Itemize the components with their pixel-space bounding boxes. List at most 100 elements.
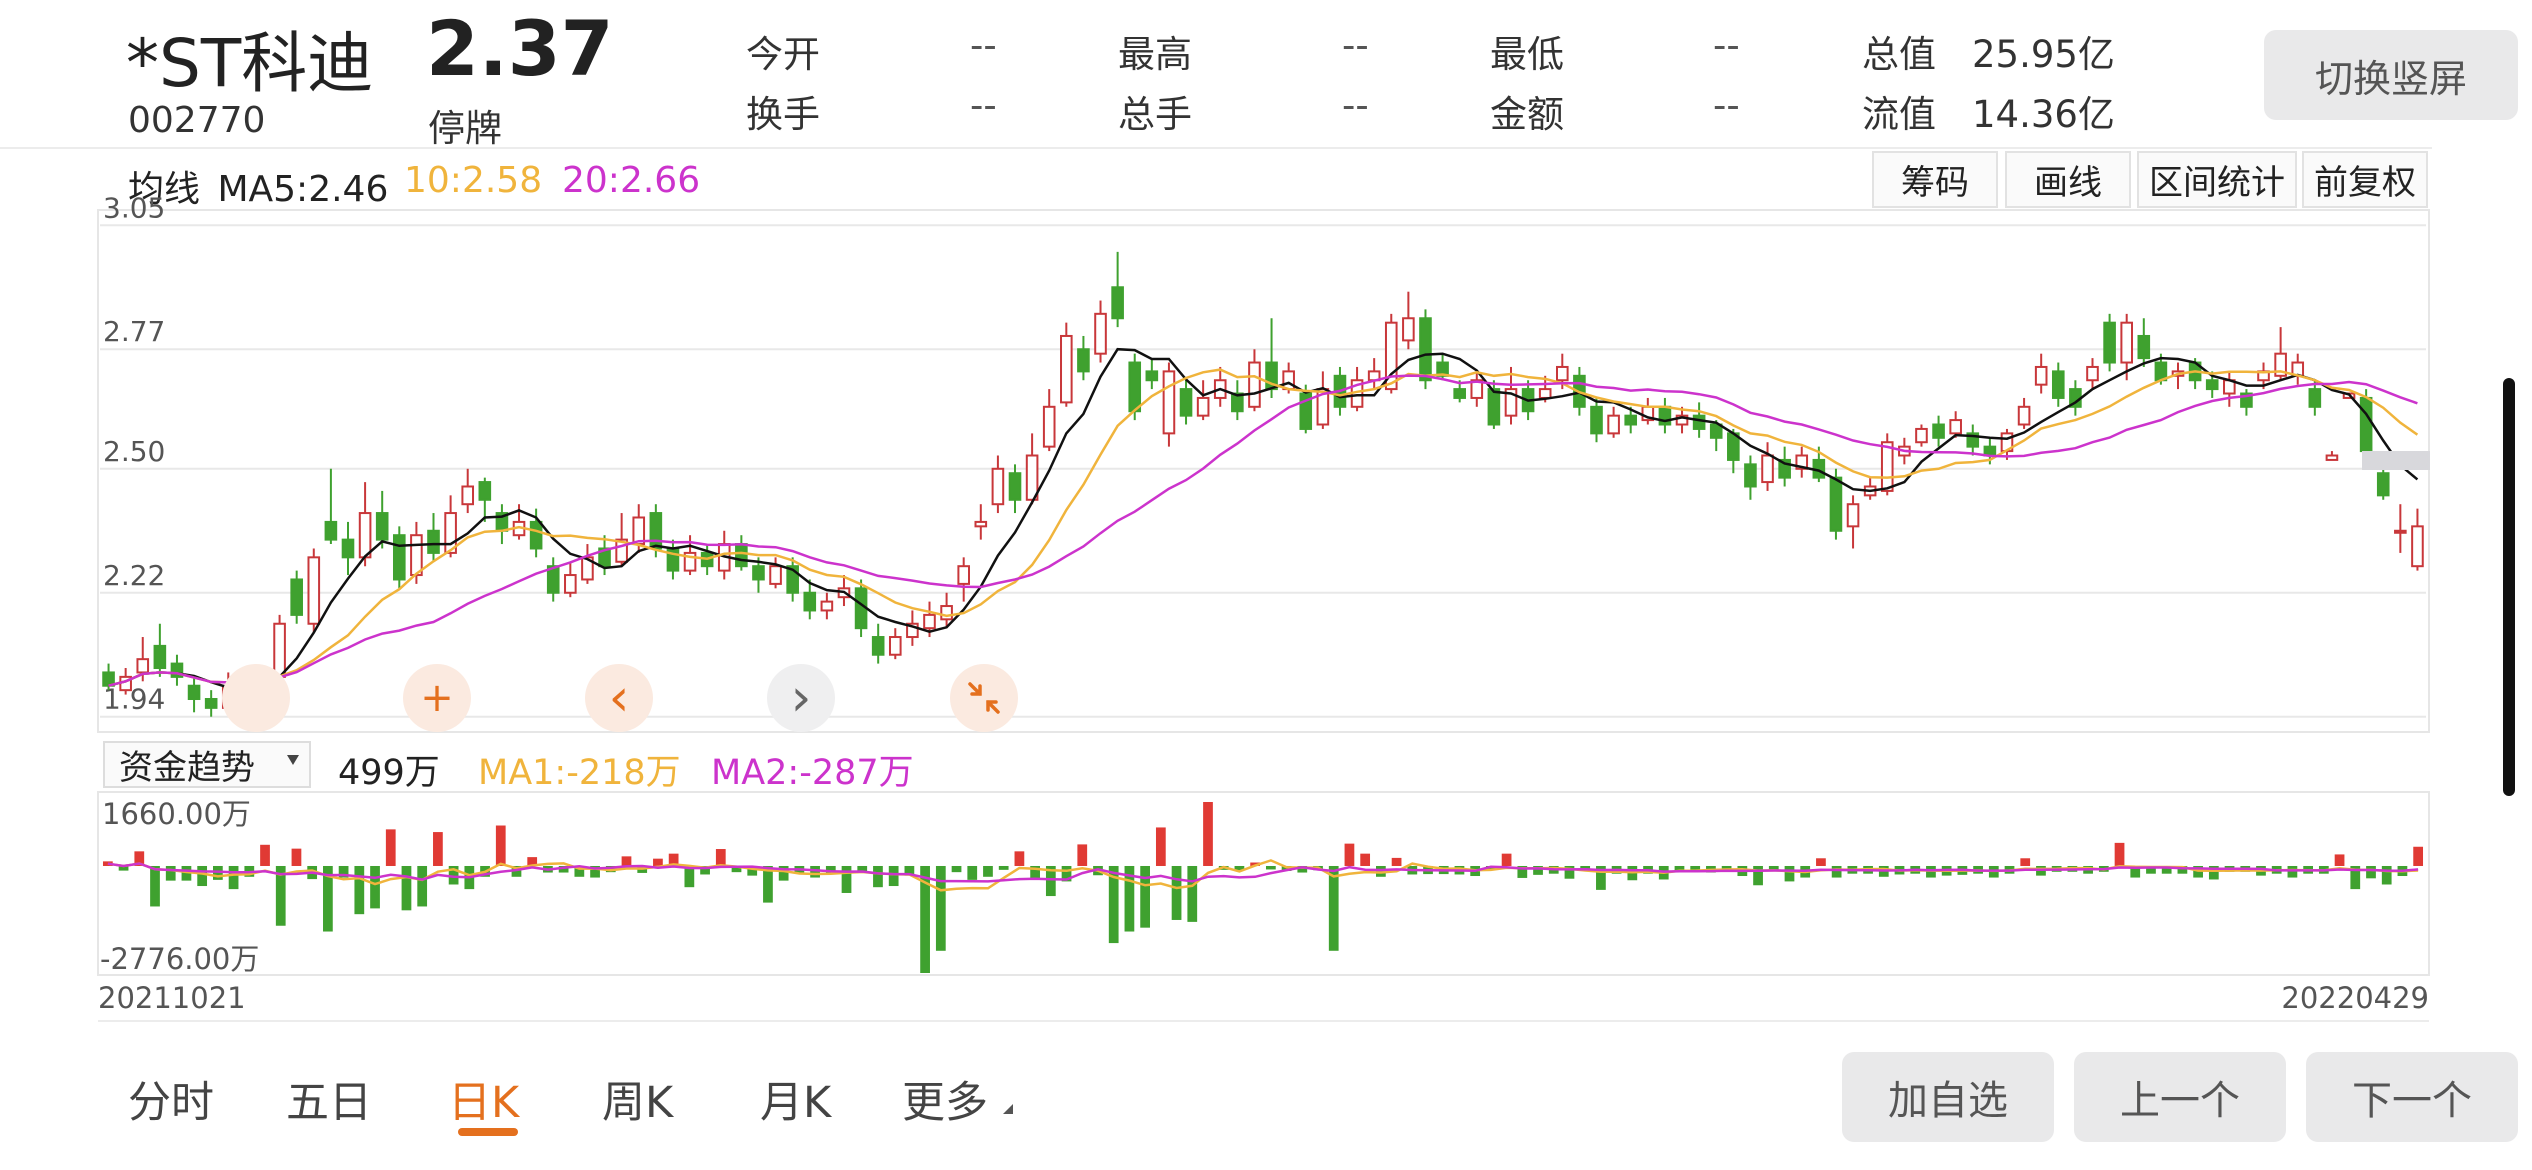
candle-body [871, 636, 885, 656]
stat-value: -- [1713, 84, 1740, 127]
switch-portrait-button[interactable]: 切换竖屏 [2264, 30, 2518, 120]
add-watchlist-button[interactable]: 加自选 [1842, 1052, 2054, 1142]
indicator-bar [888, 865, 899, 887]
ma10-value: 10:2.58 [404, 160, 543, 201]
scroll-left-button[interactable]: ‹ [585, 664, 653, 732]
indicator-bar [1831, 865, 1842, 878]
candle-body [752, 565, 765, 581]
candle-body [2274, 352, 2287, 377]
candle-body [392, 534, 406, 581]
indicator-bar [1768, 865, 1779, 870]
indicator-bar [448, 865, 459, 885]
candle-body [1436, 361, 1449, 377]
indicator-bar [1517, 865, 1528, 878]
indicator-bar [731, 865, 742, 873]
chips-button[interactable]: 筹码 [1872, 151, 1998, 208]
indicator-bar [1014, 851, 1025, 866]
candle-body [2240, 392, 2253, 408]
indicator-select[interactable]: 资金趋势 [103, 741, 311, 788]
tab-five-day[interactable]: 五日 [286, 1078, 372, 1128]
indicator-bar [1360, 853, 1371, 866]
candle-body [2120, 321, 2134, 364]
ma5-line [108, 347, 2419, 694]
candle-body [1966, 432, 1980, 448]
indicator-bar [1030, 865, 1040, 880]
ma20-line [108, 374, 2418, 687]
partial-circle-button[interactable] [222, 664, 290, 732]
next-stock-button[interactable]: 下一个 [2306, 1052, 2518, 1142]
indicator-bar [653, 858, 663, 866]
candle-body [888, 636, 902, 656]
previous-stock-button[interactable]: 上一个 [2074, 1052, 2286, 1142]
pre-adjust-button[interactable]: 前复权 [2302, 151, 2428, 208]
candle-body [546, 565, 560, 594]
tab-weekly-k[interactable]: 周K [602, 1078, 674, 1128]
candle-body [1470, 379, 1484, 399]
range-stats-button[interactable]: 区间统计 [2137, 151, 2297, 208]
indicator-bar [118, 865, 129, 871]
zoom-out-button[interactable] [950, 664, 1018, 732]
kline-ylabels: 3.05 2.77 2.50 2.22 1.94 [103, 191, 165, 715]
candle-body [529, 520, 543, 550]
indicator-bar [1124, 865, 1135, 932]
indicator-bar [1391, 857, 1402, 866]
candle-body [1932, 423, 1945, 439]
candle-body [307, 556, 321, 625]
indicator-bar [228, 865, 239, 890]
y-tick-label: 2.50 [103, 435, 165, 468]
indicator-bar [873, 865, 883, 888]
candle-body [1487, 388, 1501, 426]
scrollbar[interactable] [2503, 378, 2515, 796]
candle-body [2359, 396, 2373, 453]
indicator-bar [150, 865, 160, 907]
draw-line-button[interactable]: 画线 [2005, 151, 2131, 208]
indicator-ma1: MA1:-218万 [478, 753, 681, 793]
scroll-right-button[interactable]: › [767, 664, 835, 732]
ma20-value: 20:2.66 [562, 160, 701, 201]
stat-label: 最低 [1490, 33, 1564, 76]
tab-more[interactable]: 更多 [902, 1078, 988, 1128]
candle-body [375, 512, 389, 541]
indicator-bar [1721, 865, 1732, 870]
tab-daily-k[interactable]: 日K [448, 1078, 520, 1128]
candle-body [1709, 423, 1723, 439]
indicator-bar [495, 825, 506, 866]
candle-body [735, 543, 748, 568]
zoom-in-button[interactable]: + [403, 664, 471, 732]
candle-body [153, 644, 167, 670]
candle-body [974, 520, 988, 528]
candle-body [273, 622, 286, 678]
tab-monthly-k[interactable]: 月K [760, 1078, 832, 1128]
indicator-bar [1674, 865, 1685, 872]
end-date-label: 20220429 [2281, 981, 2429, 1015]
candle-body [1419, 317, 1432, 382]
stat-value: -- [1342, 24, 1369, 67]
candle-body [1795, 454, 1809, 470]
candle-body [803, 591, 817, 612]
candle-body [598, 547, 611, 568]
indicator-bar [1501, 853, 1512, 866]
indicator-bar [354, 865, 365, 915]
candle-body [2051, 370, 2065, 399]
candle-body [2103, 321, 2116, 364]
candle-body [1607, 414, 1620, 435]
indicator-bar [1171, 865, 1182, 920]
candle-body [786, 565, 799, 594]
candle-body [1282, 370, 1295, 391]
candle-body [204, 698, 218, 709]
chevron-right-icon: › [790, 668, 812, 728]
ma10-line [108, 368, 2419, 687]
candle-body [2017, 405, 2031, 426]
indicator-frame [97, 791, 2430, 976]
indicator-bar [1234, 865, 1245, 871]
indicator-bar [1596, 865, 1606, 890]
tab-minute[interactable]: 分时 [128, 1078, 214, 1128]
start-date-label: 20211021 [98, 981, 246, 1015]
indicator-bar [1140, 865, 1151, 928]
indicator-bar [1533, 865, 1543, 875]
divider [0, 147, 2432, 149]
indicator-bar [197, 865, 208, 887]
stock-price: 2.37 [426, 4, 614, 93]
candle-body [923, 613, 936, 630]
